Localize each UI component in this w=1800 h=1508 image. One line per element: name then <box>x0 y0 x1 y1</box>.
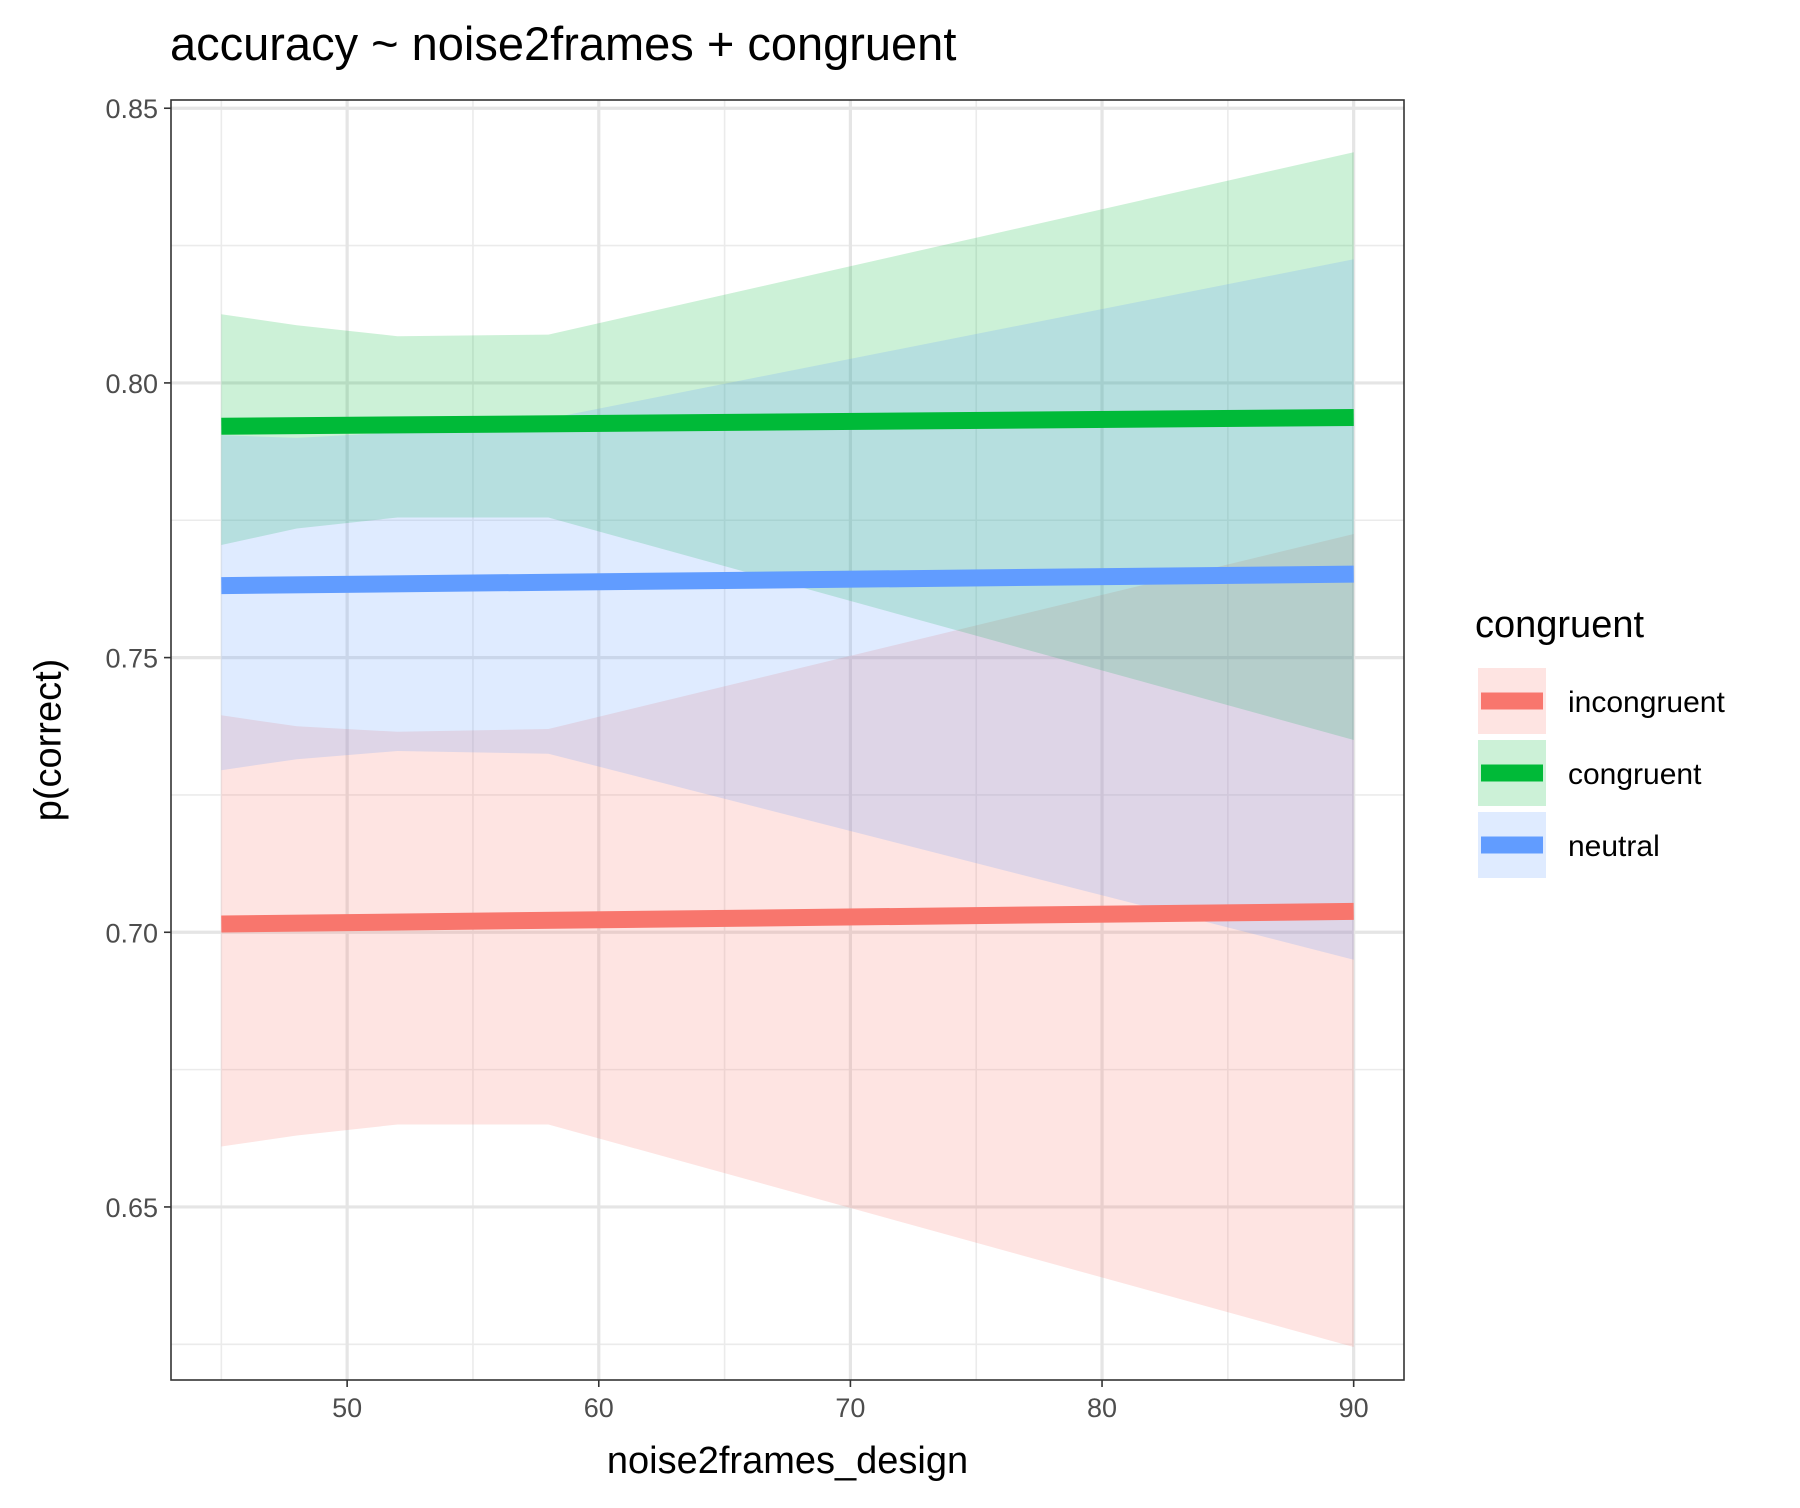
chart-title: accuracy ~ noise2frames + congruent <box>170 17 956 70</box>
panel-border <box>170 99 1405 1381</box>
line-neutral <box>221 565 1354 595</box>
legend-items: incongruent congruent neutral <box>1478 668 1725 878</box>
x-tick-label: 60 <box>584 1393 614 1423</box>
line-congruent <box>221 409 1354 435</box>
band-neutral <box>221 259 1354 960</box>
line-incongruent <box>221 902 1354 933</box>
legend: congruent incongruent congruent neutral <box>1475 604 1725 878</box>
axes: 50 60 70 80 90 0.65 0.70 0.75 0.80 0.85 <box>105 94 1368 1423</box>
confidence-bands <box>221 152 1354 1347</box>
x-tick-label: 70 <box>835 1393 865 1423</box>
y-tick-label: 0.75 <box>105 644 158 674</box>
legend-label-incongruent: incongruent <box>1568 686 1725 719</box>
legend-label-neutral: neutral <box>1568 830 1660 863</box>
y-tick-label: 0.65 <box>105 1193 158 1223</box>
legend-label-congruent: congruent <box>1568 758 1702 791</box>
x-tick-label: 50 <box>332 1393 362 1423</box>
x-tick-label: 90 <box>1339 1393 1369 1423</box>
band-congruent <box>221 152 1354 740</box>
panel-background <box>171 100 1404 1380</box>
x-axis-title: noise2frames_design <box>607 1440 968 1482</box>
grid-lines <box>171 100 1404 1380</box>
y-tick-label: 0.70 <box>105 918 158 948</box>
series-lines <box>221 409 1354 933</box>
y-tick-label: 0.80 <box>105 369 158 399</box>
x-tick-label: 80 <box>1087 1393 1117 1423</box>
legend-title: congruent <box>1475 604 1644 646</box>
band-incongruent <box>221 534 1354 1347</box>
y-tick-label: 0.85 <box>105 94 158 124</box>
y-axis-title: p(correct) <box>27 659 69 822</box>
